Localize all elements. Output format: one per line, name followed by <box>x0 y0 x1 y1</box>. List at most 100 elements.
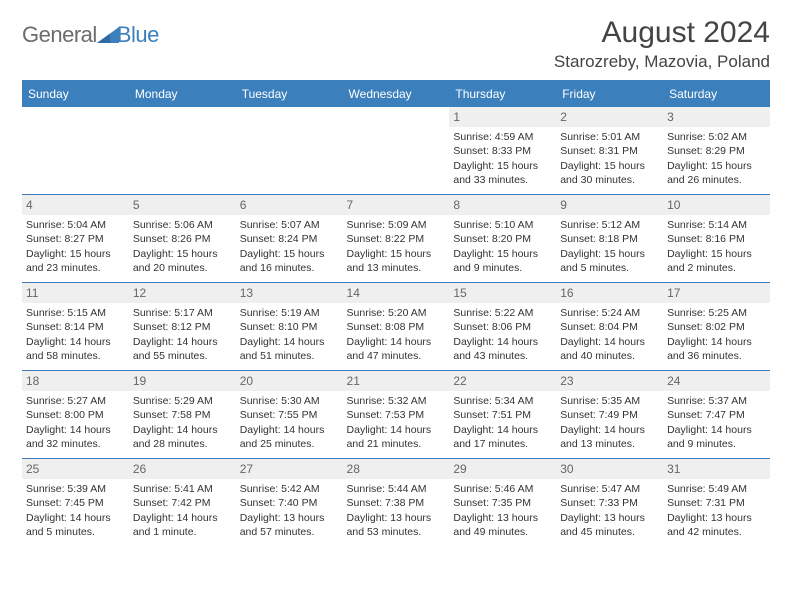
day-number: 28 <box>343 459 450 479</box>
calendar-day-cell: 6Sunrise: 5:07 AMSunset: 8:24 PMDaylight… <box>236 195 343 283</box>
day-number: 12 <box>129 283 236 303</box>
sunset-line: Sunset: 7:35 PM <box>453 496 552 510</box>
daylight-line: Daylight: 15 hours and 5 minutes. <box>560 247 659 275</box>
calendar-head: SundayMondayTuesdayWednesdayThursdayFrid… <box>22 81 770 107</box>
sunrise-line: Sunrise: 5:24 AM <box>560 306 659 320</box>
weekday-header: Sunday <box>22 81 129 107</box>
sunrise-line: Sunrise: 5:25 AM <box>667 306 766 320</box>
sunset-line: Sunset: 7:49 PM <box>560 408 659 422</box>
sunset-line: Sunset: 8:04 PM <box>560 320 659 334</box>
calendar-day-cell: 3Sunrise: 5:02 AMSunset: 8:29 PMDaylight… <box>663 107 770 195</box>
calendar-day-cell: 12Sunrise: 5:17 AMSunset: 8:12 PMDayligh… <box>129 283 236 371</box>
sunset-line: Sunset: 7:42 PM <box>133 496 232 510</box>
sunrise-line: Sunrise: 5:37 AM <box>667 394 766 408</box>
calendar-day-cell <box>236 107 343 195</box>
weekday-header: Thursday <box>449 81 556 107</box>
day-number: 15 <box>449 283 556 303</box>
sunrise-line: Sunrise: 5:10 AM <box>453 218 552 232</box>
weekday-header: Wednesday <box>343 81 450 107</box>
sunset-line: Sunset: 7:47 PM <box>667 408 766 422</box>
sunrise-line: Sunrise: 5:15 AM <box>26 306 125 320</box>
sunset-line: Sunset: 8:02 PM <box>667 320 766 334</box>
calendar-day-cell: 27 Sunrise: 5:42 AMSunset: 7:40 PMDayligh… <box>236 459 343 547</box>
location: Starozreby, Mazovia, Poland <box>554 52 770 72</box>
calendar-day-cell: 19Sunrise: 5:29 AMSunset: 7:58 PMDayligh… <box>129 371 236 459</box>
sunset-line: Sunset: 7:33 PM <box>560 496 659 510</box>
sunrise-line: Sunrise: 4:59 AM <box>453 130 552 144</box>
day-number: 30 <box>556 459 663 479</box>
calendar-week-row: 25Sunrise: 5:39 AMSunset: 7:45 PMDayligh… <box>22 459 770 547</box>
sunset-line: Sunset: 7:31 PM <box>667 496 766 510</box>
day-number: 20 <box>236 371 343 391</box>
sunrise-line: Sunrise: 5:27 AM <box>26 394 125 408</box>
sunrise-line: Sunrise: 5:35 AM <box>560 394 659 408</box>
calendar-table: SundayMondayTuesdayWednesdayThursdayFrid… <box>22 80 770 547</box>
sunrise-line: Sunrise: 5:39 AM <box>26 482 125 496</box>
sunrise-line: Sunrise: 5:42 AM <box>240 482 339 496</box>
calendar-day-cell: 5Sunrise: 5:06 AMSunset: 8:26 PMDaylight… <box>129 195 236 283</box>
weekday-header: Friday <box>556 81 663 107</box>
sunrise-line: Sunrise: 5:06 AM <box>133 218 232 232</box>
sunset-line: Sunset: 7:45 PM <box>26 496 125 510</box>
sunrise-line: Sunrise: 5:17 AM <box>133 306 232 320</box>
calendar-day-cell: 31Sunrise: 5:49 AMSunset: 7:31 PMDayligh… <box>663 459 770 547</box>
day-number: 19 <box>129 371 236 391</box>
daylight-line: Daylight: 14 hours and 5 minutes. <box>26 511 125 539</box>
calendar-day-cell: 23 Sunrise: 5:35 AMSunset: 7:49 PMDayligh… <box>556 371 663 459</box>
weekday-header: Monday <box>129 81 236 107</box>
sunset-line: Sunset: 7:55 PM <box>240 408 339 422</box>
day-number: 25 <box>22 459 129 479</box>
calendar-week-row: 18 Sunrise: 5:27 AMSunset: 8:00 PM Dayligh… <box>22 371 770 459</box>
sunrise-line: Sunrise: 5:01 AM <box>560 130 659 144</box>
calendar-day-cell: 29Sunrise: 5:46 AMSunset: 7:35 PMDayligh… <box>449 459 556 547</box>
logo-triangle-icon <box>97 27 119 43</box>
day-number: 22 <box>449 371 556 391</box>
sunrise-line: Sunrise: 5:02 AM <box>667 130 766 144</box>
sunset-line: Sunset: 8:12 PM <box>133 320 232 334</box>
logo: General Blue <box>22 16 159 48</box>
sunset-line: Sunset: 7:40 PM <box>240 496 339 510</box>
day-number: 1 <box>449 107 556 127</box>
sunset-line: Sunset: 8:26 PM <box>133 232 232 246</box>
calendar-day-cell <box>22 107 129 195</box>
calendar-day-cell: 14Sunrise: 5:20 AMSunset: 8:08 PMDayligh… <box>343 283 450 371</box>
daylight-line: Daylight: 14 hours and 13 minutes. <box>560 423 659 451</box>
day-number: 9 <box>556 195 663 215</box>
day-number: 18 <box>22 371 129 391</box>
day-number: 27 <box>236 459 343 479</box>
sunset-line: Sunset: 8:06 PM <box>453 320 552 334</box>
calendar-day-cell <box>129 107 236 195</box>
daylight-line: Daylight: 14 hours and 9 minutes. <box>667 423 766 451</box>
day-number: 8 <box>449 195 556 215</box>
sunset-line: Sunset: 8:10 PM <box>240 320 339 334</box>
calendar-day-cell: 20Sunrise: 5:30 AMSunset: 7:55 PMDayligh… <box>236 371 343 459</box>
calendar-day-cell: 16Sunrise: 5:24 AMSunset: 8:04 PMDayligh… <box>556 283 663 371</box>
sunset-line: Sunset: 8:33 PM <box>453 144 552 158</box>
calendar-day-cell: 10Sunrise: 5:14 AMSunset: 8:16 PMDayligh… <box>663 195 770 283</box>
logo-text-general: General <box>22 22 97 48</box>
daylight-line: Daylight: 15 hours and 2 minutes. <box>667 247 766 275</box>
day-number: 13 <box>236 283 343 303</box>
day-number: 23 <box>556 371 663 391</box>
sunset-line: Sunset: 8:31 PM <box>560 144 659 158</box>
calendar-day-cell: 22Sunrise: 5:34 AMSunset: 7:51 PMDayligh… <box>449 371 556 459</box>
daylight-line: Daylight: 15 hours and 33 minutes. <box>453 159 552 187</box>
daylight-line: Daylight: 13 hours and 57 minutes. <box>240 511 339 539</box>
calendar-week-row: 11Sunrise: 5:15 AMSunset: 8:14 PMDayligh… <box>22 283 770 371</box>
sunset-line: Sunset: 8:16 PM <box>667 232 766 246</box>
calendar-day-cell: 1 Sunrise: 4:59 AMSunset: 8:33 PMDaylight… <box>449 107 556 195</box>
sunset-line: Sunset: 8:08 PM <box>347 320 446 334</box>
sunrise-line: Sunrise: 5:12 AM <box>560 218 659 232</box>
sunset-line: Sunset: 8:14 PM <box>26 320 125 334</box>
daylight-line: Daylight: 15 hours and 26 minutes. <box>667 159 766 187</box>
calendar-week-row: 4Sunrise: 5:04 AMSunset: 8:27 PMDaylight… <box>22 195 770 283</box>
sunrise-line: Sunrise: 5:20 AM <box>347 306 446 320</box>
daylight-line: Daylight: 14 hours and 58 minutes. <box>26 335 125 363</box>
day-number: 5 <box>129 195 236 215</box>
sunset-line: Sunset: 8:00 PM <box>26 408 125 422</box>
day-number: 4 <box>22 195 129 215</box>
day-number: 31 <box>663 459 770 479</box>
calendar-day-cell: 21Sunrise: 5:32 AMSunset: 7:53 PMDayligh… <box>343 371 450 459</box>
daylight-line: Daylight: 14 hours and 21 minutes. <box>347 423 446 451</box>
sunset-line: Sunset: 7:53 PM <box>347 408 446 422</box>
